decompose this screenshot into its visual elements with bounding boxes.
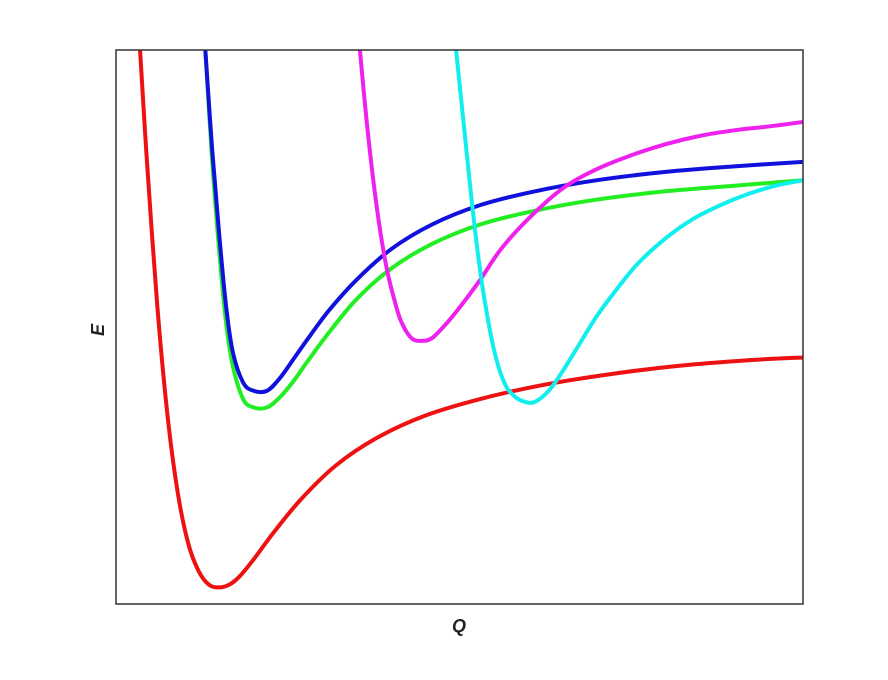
y-axis-label: E xyxy=(88,323,108,336)
series-line-3 xyxy=(203,50,803,395)
series-layer xyxy=(138,50,803,590)
plot-background xyxy=(116,50,803,604)
x-axis-label: Q xyxy=(452,616,466,636)
series-line-5 xyxy=(454,50,803,405)
series-line-4 xyxy=(357,50,803,343)
plot-frame xyxy=(115,49,804,605)
series-line-1 xyxy=(138,50,803,590)
